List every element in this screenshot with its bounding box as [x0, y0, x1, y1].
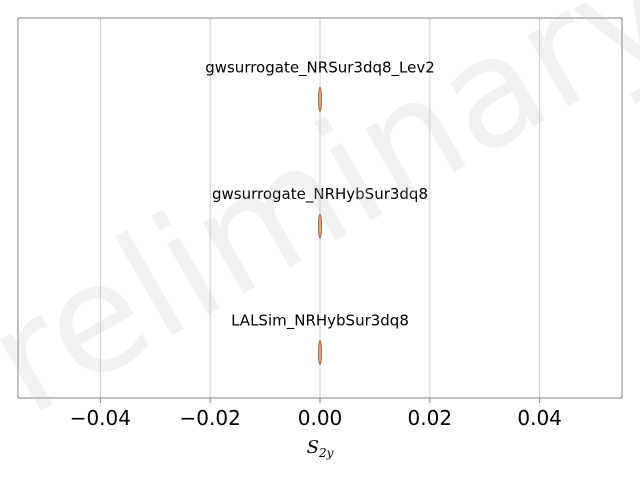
x-tick-labels: −0.04 −0.02 0.00 0.02 0.04 [70, 398, 562, 430]
grid-lines [99, 18, 541, 398]
violins [318, 86, 322, 366]
series-labels: gwsurrogate_NRSur3dq8_Lev2 gwsurrogate_NR… [205, 58, 435, 330]
x-tick-label: 0.00 [298, 406, 343, 430]
x-tick-label: 0.04 [517, 406, 562, 430]
series-label-2: gwsurrogate_NRHybSur3dq8 [212, 185, 428, 204]
x-tick-label: 0.02 [408, 406, 453, 430]
violin-3 [318, 340, 322, 366]
violin-2 [318, 213, 322, 239]
series-label-3: LALSim_NRHybSur3dq8 [231, 312, 409, 331]
series-label-1: gwsurrogate_NRSur3dq8_Lev2 [205, 58, 435, 77]
violin-1 [318, 86, 322, 112]
x-tick-label: −0.04 [70, 406, 131, 430]
x-axis-label: S2y [307, 437, 334, 460]
x-tick-label: −0.02 [180, 406, 241, 430]
